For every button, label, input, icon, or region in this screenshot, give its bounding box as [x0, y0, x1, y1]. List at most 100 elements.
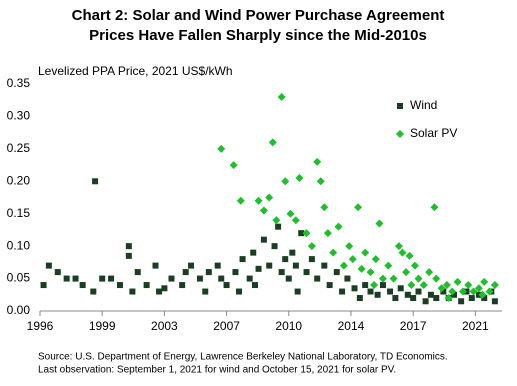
point: [223, 282, 230, 289]
y-tick-label: 0.25: [7, 141, 31, 155]
x-tick-label: 2017: [400, 319, 427, 333]
point: [134, 269, 141, 276]
source: Source: U.S. Department of Energy, Lawre…: [38, 352, 448, 363]
point: [374, 291, 381, 298]
point: [266, 262, 273, 269]
point: [314, 275, 321, 282]
point: [474, 284, 483, 293]
point: [427, 291, 434, 298]
point: [345, 242, 354, 251]
point: [464, 281, 473, 290]
point: [379, 282, 386, 289]
point: [45, 262, 52, 269]
point: [326, 282, 333, 289]
point: [432, 274, 441, 283]
point: [99, 275, 106, 282]
point: [469, 287, 478, 296]
point: [398, 248, 407, 257]
point: [205, 269, 212, 276]
point: [339, 261, 348, 270]
y-axis-label: Levelized PPA Price, 2021 US$/kWh: [38, 64, 233, 78]
point: [282, 256, 289, 263]
point: [236, 196, 245, 205]
point: [422, 298, 429, 305]
point: [478, 290, 487, 299]
point: [72, 275, 79, 282]
point: [402, 268, 411, 277]
point: [313, 157, 322, 166]
point: [361, 248, 370, 257]
note: Last observation: September 1, 2021 for …: [38, 365, 396, 376]
point: [348, 255, 357, 264]
point: [370, 281, 379, 290]
point: [354, 203, 363, 212]
point: [414, 274, 423, 283]
point: [410, 261, 419, 270]
y-tick-label: 0.30: [7, 109, 31, 123]
point: [63, 275, 70, 282]
point: [367, 288, 374, 295]
point: [321, 262, 328, 269]
point: [92, 178, 99, 185]
point: [272, 216, 281, 225]
point: [410, 295, 417, 302]
point: [202, 288, 209, 295]
legend-marker: [396, 130, 404, 138]
y-tick-label: 0.20: [7, 173, 31, 187]
point: [217, 144, 226, 153]
point: [378, 274, 387, 283]
point: [481, 295, 488, 302]
point: [218, 275, 225, 282]
point: [419, 281, 428, 290]
point: [468, 295, 475, 302]
point: [286, 209, 295, 218]
point: [339, 288, 346, 295]
x-tick-label: 2014: [338, 319, 365, 333]
y-tick-label: 0.05: [7, 271, 31, 285]
point: [323, 229, 332, 238]
point: [125, 252, 132, 259]
point: [129, 288, 136, 295]
point: [425, 268, 434, 277]
point: [108, 275, 115, 282]
point: [375, 219, 384, 228]
point: [277, 92, 286, 101]
point: [357, 264, 366, 273]
point: [295, 174, 304, 183]
point: [437, 284, 446, 293]
point: [236, 288, 243, 295]
point: [40, 282, 47, 289]
chart-subtitle: Prices Have Fallen Sharply since the Mid…: [89, 27, 427, 44]
point: [440, 288, 447, 295]
point: [259, 206, 268, 215]
point: [303, 269, 310, 276]
x-tick-label: 2010: [275, 319, 302, 333]
point: [387, 288, 394, 295]
point: [302, 229, 311, 238]
point: [292, 262, 299, 269]
y-tick-label: 0.35: [7, 76, 31, 90]
point: [404, 291, 411, 298]
point: [275, 223, 282, 230]
x-tick-label: 1996: [27, 319, 54, 333]
point: [168, 275, 175, 282]
point: [320, 203, 329, 212]
point: [254, 196, 263, 205]
point: [480, 277, 489, 286]
x-tick-label: 2007: [213, 319, 240, 333]
point: [281, 177, 290, 186]
point: [448, 287, 457, 296]
point: [182, 269, 189, 276]
y-tick-label: 0.10: [7, 238, 31, 252]
point: [458, 298, 465, 305]
point: [188, 262, 195, 269]
point: [289, 249, 296, 256]
point: [125, 243, 132, 250]
point: [407, 281, 416, 290]
point: [344, 275, 351, 282]
legend-marker: [397, 103, 403, 109]
point: [291, 216, 300, 225]
point: [356, 295, 363, 302]
legend-label: Solar PV: [410, 126, 457, 140]
